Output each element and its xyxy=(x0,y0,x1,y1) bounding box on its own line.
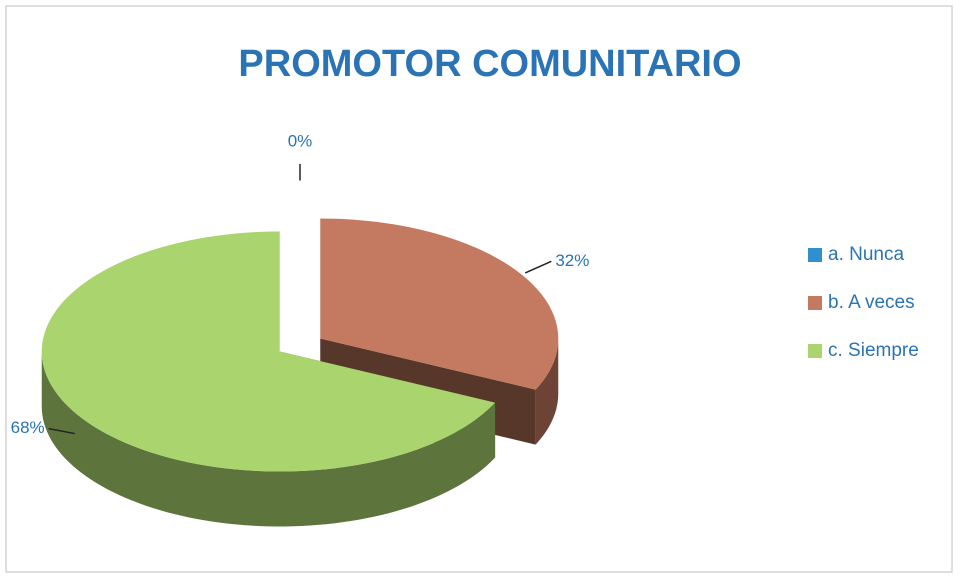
leader-line xyxy=(48,427,75,435)
slice xyxy=(41,231,496,472)
legend-label: b. A veces xyxy=(828,292,915,313)
leader-line xyxy=(524,260,552,274)
slice-outer-wall xyxy=(535,338,559,445)
legend-swatch xyxy=(808,296,822,310)
legend: a. Nunca b. A veces c. Siempre xyxy=(808,244,919,361)
data-label: 32% xyxy=(555,251,589,270)
legend-label: a. Nunca xyxy=(828,244,904,265)
data-label: 68% xyxy=(11,418,45,437)
legend-swatch xyxy=(808,248,822,262)
chart-title: PROMOTOR COMUNITARIO xyxy=(238,43,741,85)
data-label: 0% xyxy=(288,131,313,150)
slice xyxy=(320,218,559,390)
pie: 0% 32% 68% xyxy=(11,131,589,527)
slice-outer-wall xyxy=(41,351,496,527)
legend-swatch xyxy=(808,344,822,358)
legend-label: c. Siempre xyxy=(828,340,919,361)
